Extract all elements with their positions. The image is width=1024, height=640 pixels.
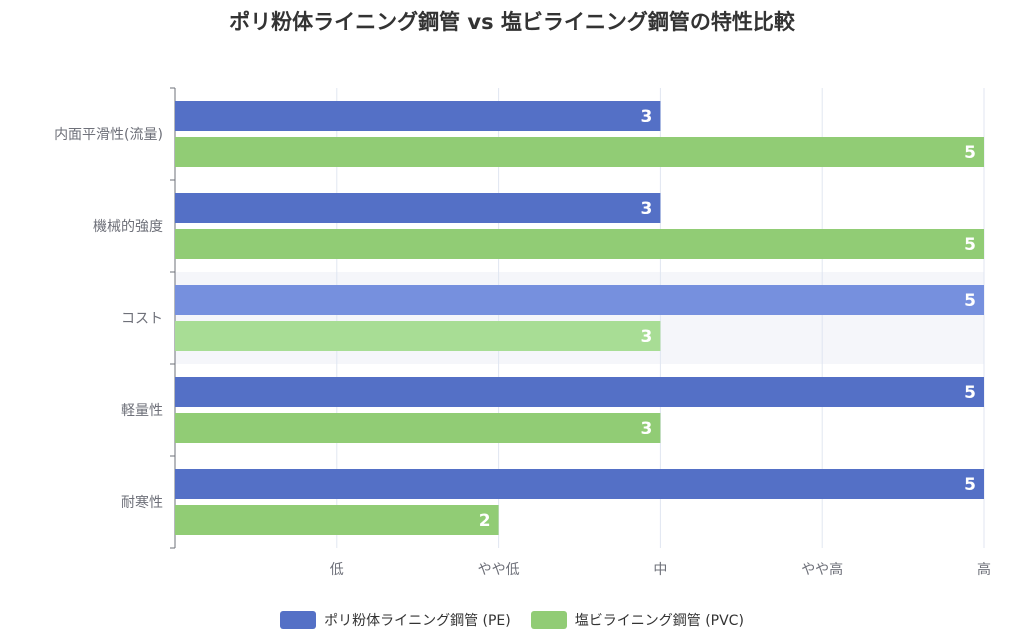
bar-pe (175, 377, 984, 407)
data-label: 3 (641, 327, 653, 347)
data-label: 3 (641, 199, 653, 219)
legend-item-pe[interactable]: ポリ粉体ライニング鋼管 (PE) (280, 610, 511, 630)
y-category-label: 軽量性 (121, 403, 163, 419)
bar-pe (175, 469, 984, 499)
bar-pe (175, 193, 661, 223)
y-category-label: 内面平滑性(流量) (54, 126, 163, 143)
bar-pvc (175, 137, 984, 167)
bar-pvc (175, 229, 984, 259)
data-label: 2 (479, 511, 491, 531)
legend-swatch-pe (280, 611, 317, 629)
legend-item-pvc[interactable]: 塩ビライニング鋼管 (PVC) (530, 610, 744, 630)
x-tick-label: 中 (653, 562, 667, 578)
legend-label-pe: ポリ粉体ライニング鋼管 (PE) (324, 613, 511, 629)
x-tick-label: やや低 (478, 562, 520, 578)
x-tick-label: 低 (330, 562, 344, 578)
bar-pvc (175, 321, 661, 351)
data-label: 3 (641, 419, 653, 439)
legend-label-pvc: 塩ビライニング鋼管 (PVC) (574, 613, 744, 629)
bar-pe (175, 285, 984, 315)
bar-pvc (175, 505, 499, 535)
chart-title: ポリ粉体ライニング鋼管 vs 塩ビライニング鋼管の特性比較 (229, 10, 795, 34)
data-label: 3 (641, 107, 653, 127)
data-label: 5 (964, 291, 976, 311)
y-category-label: コスト (121, 311, 163, 327)
data-label: 5 (964, 235, 976, 255)
data-label: 5 (964, 143, 976, 163)
bar-pe (175, 101, 661, 131)
x-tick-label: 高 (977, 561, 991, 578)
legend-swatch-pvc (530, 611, 567, 629)
data-label: 5 (964, 475, 976, 495)
legend[interactable]: ポリ粉体ライニング鋼管 (PE) 塩ビライニング鋼管 (PVC) (0, 610, 1024, 630)
y-category-label: 耐寒性 (121, 494, 163, 511)
bar-pvc (175, 413, 661, 443)
data-label: 5 (964, 383, 976, 403)
y-category-label: 機械的強度 (93, 219, 163, 235)
x-tick-label: やや高 (801, 561, 843, 578)
